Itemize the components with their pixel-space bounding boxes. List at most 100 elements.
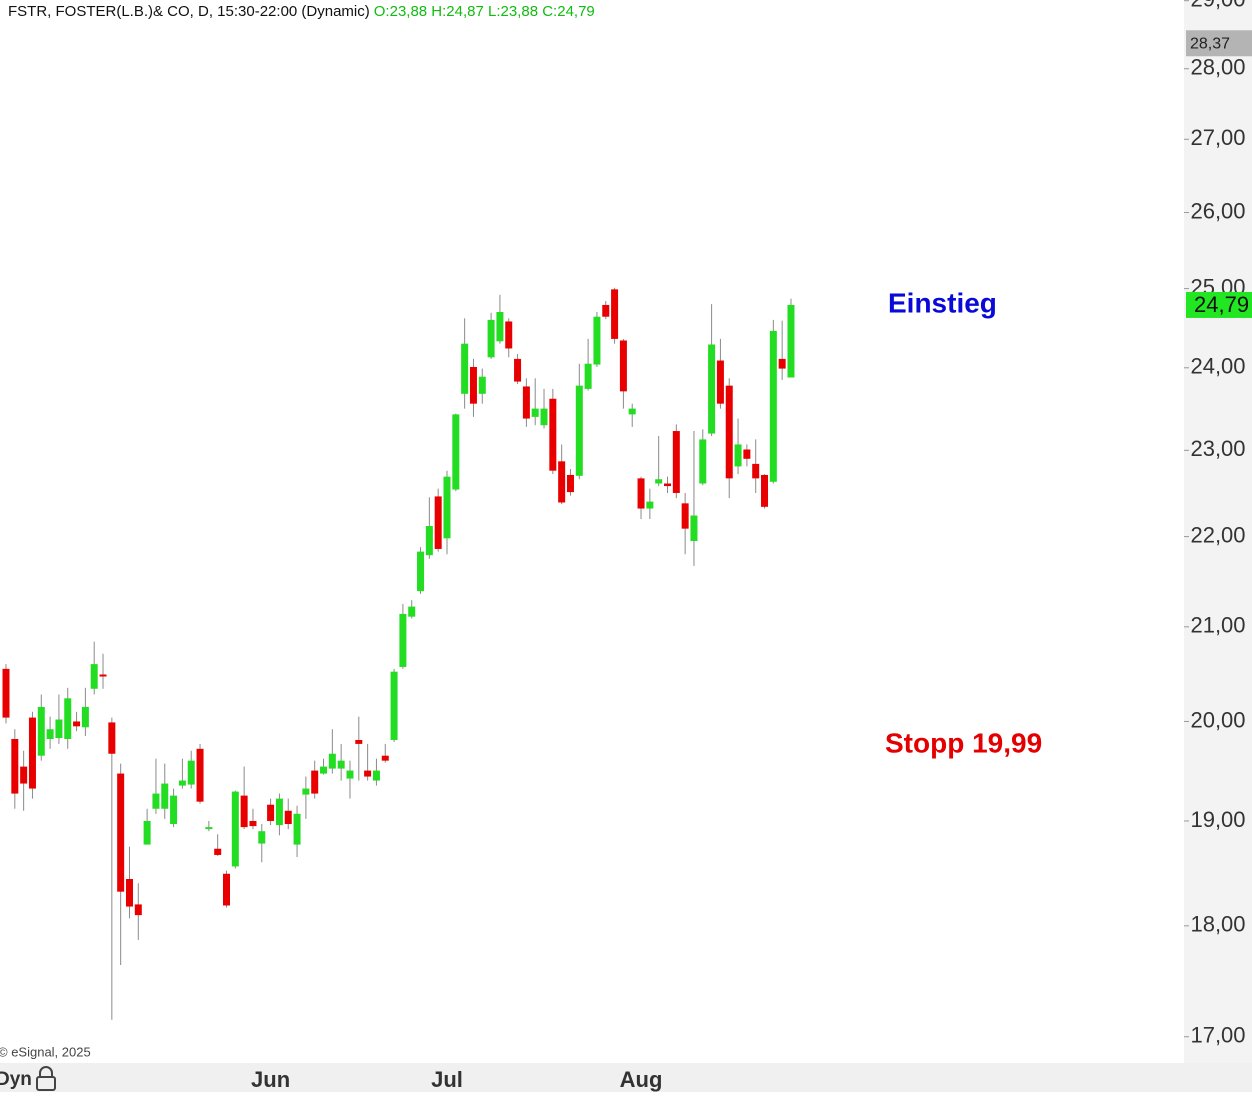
candle-body xyxy=(443,476,451,539)
candle-body xyxy=(566,474,574,493)
candle-body xyxy=(125,879,133,907)
candle-body xyxy=(223,873,230,906)
candle-body xyxy=(558,461,566,503)
candle-body xyxy=(196,748,204,802)
candle-body xyxy=(90,664,98,689)
candle-body xyxy=(664,483,671,487)
x-tick-label: Aug xyxy=(620,1067,663,1092)
candle-body xyxy=(293,813,301,845)
y-tick-label: 23,00 xyxy=(1190,436,1245,461)
price-marker xyxy=(1186,291,1252,318)
candle-body xyxy=(496,312,504,342)
candle-body xyxy=(452,414,460,490)
candle-body xyxy=(787,304,795,378)
annotation: Einstieg xyxy=(888,287,997,318)
candle-body xyxy=(769,330,777,482)
candle-body xyxy=(434,496,442,549)
y-tick-label: 24,00 xyxy=(1190,354,1245,379)
candle-body xyxy=(611,289,619,339)
candle-body xyxy=(161,783,169,809)
candle-body xyxy=(637,478,645,509)
candle-body xyxy=(505,321,513,349)
candle-body xyxy=(364,770,372,777)
candle-body xyxy=(425,526,433,556)
candle-body xyxy=(2,668,10,718)
candle-body xyxy=(187,760,195,785)
candle-body xyxy=(214,848,222,855)
candle-body xyxy=(575,385,583,476)
candle-body xyxy=(328,753,336,769)
candle-body xyxy=(143,820,151,845)
x-tick-label: Jul xyxy=(431,1067,463,1092)
candle-body xyxy=(28,717,36,789)
candle-body xyxy=(240,795,248,828)
candle-body xyxy=(708,344,716,434)
y-tick-label: 22,00 xyxy=(1190,522,1245,547)
candle-body xyxy=(355,739,363,744)
candle-body xyxy=(716,360,724,404)
time-axis-bg xyxy=(0,1063,1252,1092)
candle-body xyxy=(778,358,786,369)
candle-body xyxy=(417,551,425,592)
candle-body xyxy=(672,431,680,493)
candle-body xyxy=(284,810,292,825)
candle-body xyxy=(655,479,663,484)
candle-body xyxy=(619,340,627,392)
candle-body xyxy=(761,474,769,507)
candle-body xyxy=(372,770,380,781)
y-tick-label: 29,00 xyxy=(1190,0,1245,11)
candle-body xyxy=(602,304,610,317)
candle-body xyxy=(390,671,398,740)
y-tick-label: 21,00 xyxy=(1190,613,1245,638)
candle-body xyxy=(231,791,239,867)
candle-body xyxy=(408,606,416,617)
mode-label[interactable]: Dyn xyxy=(0,1069,32,1090)
candle-body xyxy=(170,795,178,825)
ohlc-label: O:23,88 H:24,87 L:23,88 C:24,79 xyxy=(374,3,595,20)
y-tick-label: 27,00 xyxy=(1190,125,1245,150)
chart-title: FSTR, FOSTER(L.B.)& CO, D, 15:30-22:00 (… xyxy=(8,3,370,20)
candle-body xyxy=(81,706,89,728)
candle-body xyxy=(267,804,275,821)
candle-body xyxy=(752,463,760,479)
candle-body xyxy=(514,358,522,382)
y-tick-label: 20,00 xyxy=(1190,707,1245,732)
price-marker-label: 28,37 xyxy=(1190,35,1230,52)
candle-body xyxy=(699,439,707,484)
candle-body xyxy=(320,766,328,774)
y-tick-label: 26,00 xyxy=(1190,198,1245,223)
candle-body xyxy=(11,739,19,794)
candle-body xyxy=(461,343,469,394)
candle-body xyxy=(117,773,125,892)
candle-body xyxy=(681,503,689,529)
x-tick-label: Jun xyxy=(251,1067,290,1092)
candle-body xyxy=(337,760,345,769)
candle-body xyxy=(249,820,257,827)
y-tick-label: 17,00 xyxy=(1190,1023,1245,1048)
candle-body xyxy=(690,515,698,541)
candle-body xyxy=(152,793,160,809)
candle-body xyxy=(258,831,266,844)
candle-body xyxy=(469,366,477,404)
candle-body xyxy=(522,386,530,419)
candle-body xyxy=(178,780,186,786)
price-axis-bg xyxy=(1184,0,1252,1063)
candle-body xyxy=(399,613,407,667)
candle-body xyxy=(584,363,592,389)
candle-body xyxy=(487,319,495,358)
candle-body xyxy=(99,674,107,677)
candle-body xyxy=(593,316,601,365)
price-marker xyxy=(1186,30,1252,57)
candle-body xyxy=(55,719,63,739)
price-marker-label: 24,79 xyxy=(1194,292,1249,317)
candle-body xyxy=(108,722,116,754)
y-tick-label: 18,00 xyxy=(1190,912,1245,937)
candle-body xyxy=(20,766,28,784)
y-tick-label: 19,00 xyxy=(1190,807,1245,832)
candle-body xyxy=(734,444,742,467)
candle-body xyxy=(628,408,636,415)
candle-body xyxy=(205,827,213,830)
candle-body xyxy=(646,501,654,509)
lock-icon[interactable] xyxy=(36,1066,56,1091)
